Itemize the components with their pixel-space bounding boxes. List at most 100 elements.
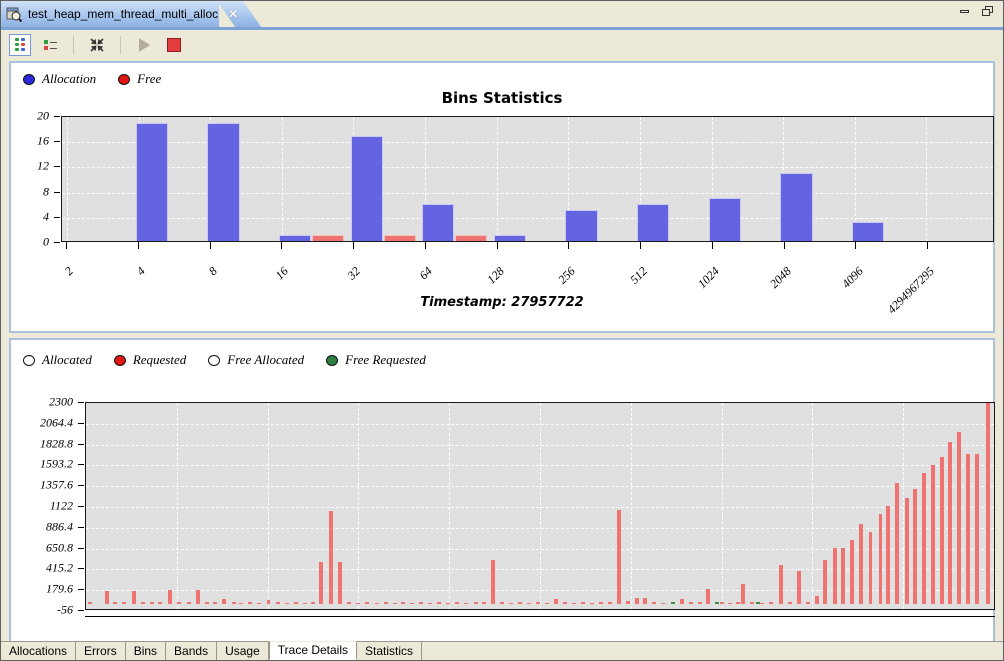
y-tick [78,485,84,487]
view-tab-strip: test_heap_mem_thread_multi_alloc ✕ [1,1,1003,30]
profiler-view-icon [6,6,23,23]
trace-legend-item: Free Requested [326,352,426,368]
close-icon[interactable]: ✕ [228,7,239,21]
y-tick [78,589,84,591]
allocation-bar [780,172,813,241]
requested-bar [257,602,262,605]
requested-bar [948,442,953,605]
requested-bar [464,602,469,605]
y-tick [78,464,84,466]
y-tick-label: 1828.8 [40,436,73,451]
bottom-tab-usage[interactable]: Usage [217,642,269,660]
trace-legend-label: Requested [132,352,187,367]
gridline [281,117,283,241]
restore-icon[interactable] [982,6,995,17]
gridline [358,403,360,609]
requested-bar [913,488,917,605]
requested-bar [850,540,855,605]
bins-legend-item: Allocation [23,71,96,87]
trace-legend-dot [208,354,221,366]
free-requested-bar [755,601,760,605]
x-tick [66,242,68,249]
y-tick [54,166,60,168]
x-tick-label: 1024 [694,264,722,291]
gridline [540,403,541,609]
requested-bar [392,602,397,605]
requested-bar [985,403,990,605]
bins-legend-dot [23,73,35,85]
bottom-tab-trace-details[interactable]: Trace Details [268,641,358,660]
stop-icon[interactable] [163,34,185,56]
requested-bar [499,602,504,605]
y-tick [78,547,84,549]
free-bar [311,234,345,241]
y-tick [78,443,84,445]
bottom-tab-errors[interactable]: Errors [76,642,126,660]
requested-bar [598,601,603,605]
trace-legend-dot [326,354,339,366]
gridline [425,117,427,241]
bins-legend: Allocation Free [23,71,161,87]
allocation-bar [565,210,598,241]
gridline [721,403,723,609]
requested-bar [878,514,883,605]
x-tick-label: 2 [61,264,76,279]
requested-bar [319,562,324,605]
requested-bar [562,602,567,605]
allocation-bar [350,135,383,241]
gridline [711,117,713,241]
y-tick-label: 8 [43,184,49,199]
y-tick-label: 1357.6 [40,477,73,492]
x-tick-label: 4096 [838,264,866,291]
view-tab[interactable]: test_heap_mem_thread_multi_alloc ✕ [1,1,238,27]
requested-bar [365,602,370,605]
trace-legend-label: Free Allocated [227,352,305,367]
y-tick-label: 179.6 [46,581,73,596]
gridline [62,167,993,169]
requested-bar [248,602,253,605]
requested-bar [545,602,550,605]
x-tick [496,242,498,249]
y-tick [78,568,84,570]
requested-bar [833,548,838,605]
trace-legend-item: Allocated [23,352,92,368]
y-tick [78,610,84,611]
gridline [568,117,570,241]
bottom-tab-bins[interactable]: Bins [126,642,167,660]
y-tick-label: 2300 [49,394,73,409]
allocation-bar [851,222,885,241]
minimize-icon[interactable] [959,6,972,17]
x-tick-label: 256 [555,264,579,287]
x-tick [424,242,426,249]
grid-view-icon[interactable] [9,34,31,56]
requested-bar [455,602,460,605]
allocation-bar [278,234,312,241]
requested-bar [750,602,755,605]
fit-to-window-icon[interactable] [86,34,108,56]
requested-bar [965,453,970,605]
requested-bar [536,602,541,605]
trace-legend-label: Free Requested [345,352,426,367]
y-tick [54,242,60,243]
requested-bar [122,601,127,605]
bottom-tab-bands[interactable]: Bands [166,642,218,660]
y-tick [78,526,84,528]
gridline [854,117,856,241]
bins-y-axis: 0 4 8 12 16 20 [11,109,61,249]
bottom-tab-statistics[interactable]: Statistics [357,642,423,660]
requested-bar [885,506,890,605]
legend-view-icon[interactable] [39,34,61,56]
play-icon[interactable] [133,34,155,56]
y-tick-label: 0 [43,234,49,249]
requested-bar [778,564,783,605]
bottom-tab-allocations[interactable]: Allocations [1,642,77,660]
x-tick-label: 512 [627,264,651,287]
tab-slant [217,1,262,27]
requested-bar [894,482,899,605]
trace-y-axis: 2300 2064.4 1828.8 1593.2 1357.6 1122 886.4 650… [11,395,85,617]
requested-bar [239,602,244,605]
allocation-bar [135,123,168,241]
gridline [267,403,269,609]
gridline [496,117,498,241]
